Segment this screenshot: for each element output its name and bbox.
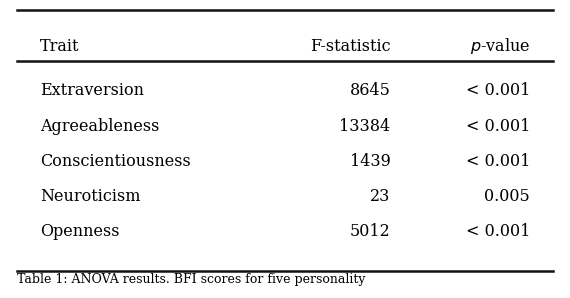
Text: 1439: 1439 <box>349 153 390 170</box>
Text: Conscientiousness: Conscientiousness <box>40 153 190 170</box>
Text: < 0.001: < 0.001 <box>466 117 530 135</box>
Text: $p$-value: $p$-value <box>470 36 530 56</box>
Text: Trait: Trait <box>40 38 79 55</box>
Text: 13384: 13384 <box>339 117 390 135</box>
Text: 23: 23 <box>370 188 390 205</box>
Text: 5012: 5012 <box>350 223 390 240</box>
Text: Agreeableness: Agreeableness <box>40 117 159 135</box>
Text: Extraversion: Extraversion <box>40 82 144 100</box>
Text: Table 1: ANOVA results. BFI scores for five personality: Table 1: ANOVA results. BFI scores for f… <box>17 273 365 286</box>
Text: Openness: Openness <box>40 223 119 240</box>
Text: < 0.001: < 0.001 <box>466 223 530 240</box>
Text: 8645: 8645 <box>349 82 390 100</box>
Text: F-statistic: F-statistic <box>310 38 390 55</box>
Text: Neuroticism: Neuroticism <box>40 188 140 205</box>
Text: < 0.001: < 0.001 <box>466 82 530 100</box>
Text: 0.005: 0.005 <box>484 188 530 205</box>
Text: < 0.001: < 0.001 <box>466 153 530 170</box>
